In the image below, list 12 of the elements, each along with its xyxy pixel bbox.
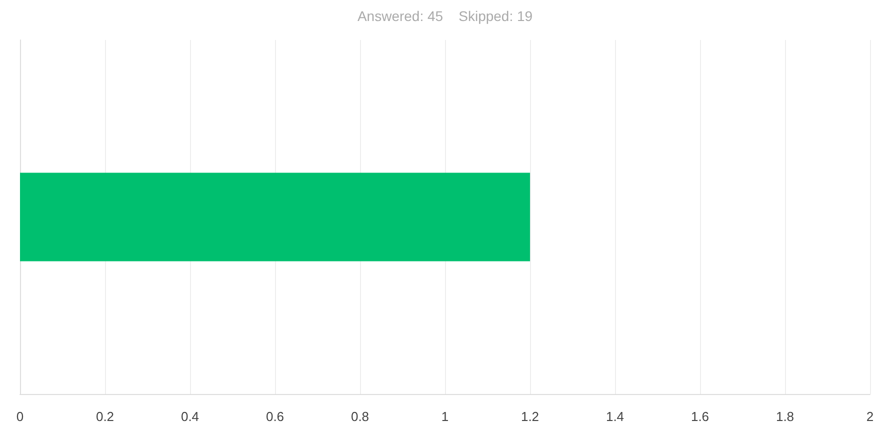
x-tick-label: 0 (16, 409, 24, 424)
x-tick-label: 2 (866, 409, 874, 424)
x-tick-label: 1.2 (520, 409, 540, 424)
x-tick-label: 1.8 (776, 409, 794, 424)
x-tick-label: 0.8 (350, 409, 370, 424)
x-tick-label: 1.6 (690, 409, 710, 424)
x-tick-label: 0.6 (266, 409, 284, 424)
x-tick-label: 0.2 (96, 409, 114, 424)
x-tick-label: 1.4 (606, 409, 624, 424)
chart-title: Answered: 45 Skipped: 19 (357, 8, 533, 24)
x-tick-label: 0.4 (180, 409, 200, 424)
x-tick-label: 1 (441, 409, 449, 424)
